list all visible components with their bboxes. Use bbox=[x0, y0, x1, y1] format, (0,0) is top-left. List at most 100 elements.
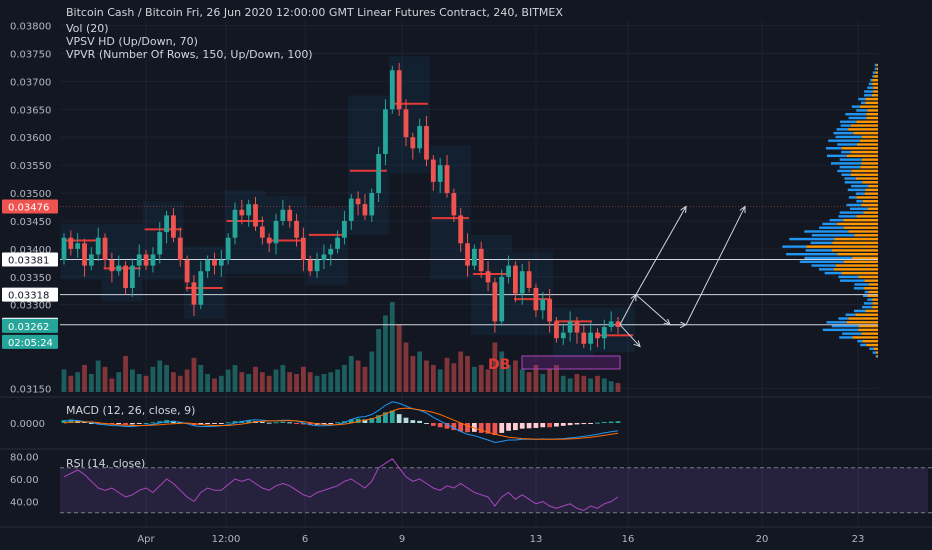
candles[interactable] bbox=[61, 62, 621, 351]
indicator-vpsv[interactable]: VPSV HD (Up/Down, 70) bbox=[66, 35, 198, 48]
candle[interactable] bbox=[300, 227, 306, 272]
candle[interactable] bbox=[321, 244, 327, 269]
candle[interactable] bbox=[253, 196, 258, 232]
candle[interactable] bbox=[328, 244, 334, 266]
macd-histogram-bar bbox=[328, 423, 334, 424]
price-axis[interactable]: 0.03800 0.03750 0.03700 0.03650 0.03600 0.035… bbox=[10, 22, 51, 396]
candle[interactable] bbox=[574, 316, 580, 344]
candle[interactable] bbox=[68, 230, 74, 256]
indicator-volume[interactable]: Vol (20) bbox=[66, 22, 109, 35]
candle[interactable] bbox=[355, 191, 361, 216]
candle[interactable] bbox=[601, 319, 607, 350]
candle[interactable] bbox=[88, 247, 94, 271]
candle[interactable] bbox=[444, 155, 450, 198]
time-axis[interactable]: Apr 12:00 6 9 13 16 20 23 bbox=[137, 534, 864, 545]
candle[interactable] bbox=[430, 155, 436, 191]
candle[interactable] bbox=[403, 99, 409, 147]
candle[interactable] bbox=[465, 233, 470, 277]
candle[interactable] bbox=[369, 188, 375, 223]
vp-bar-up bbox=[799, 260, 844, 263]
candle[interactable] bbox=[396, 62, 402, 117]
candle[interactable] bbox=[588, 322, 594, 351]
candle[interactable] bbox=[232, 202, 238, 245]
candle[interactable] bbox=[184, 255, 190, 292]
candle[interactable] bbox=[259, 216, 265, 245]
candle[interactable] bbox=[547, 289, 552, 333]
vp-bar-down bbox=[866, 343, 878, 347]
candle[interactable] bbox=[177, 227, 183, 267]
candle[interactable] bbox=[554, 316, 559, 343]
candle[interactable] bbox=[75, 233, 81, 258]
candle[interactable] bbox=[225, 233, 231, 265]
candle[interactable] bbox=[198, 261, 204, 310]
candle[interactable] bbox=[246, 199, 252, 227]
candle[interactable] bbox=[567, 311, 573, 342]
volume-bar bbox=[164, 365, 169, 392]
candle[interactable] bbox=[519, 263, 525, 305]
candle[interactable] bbox=[102, 233, 108, 269]
countdown-bg bbox=[2, 334, 58, 349]
candle[interactable] bbox=[164, 210, 169, 244]
candle[interactable] bbox=[205, 255, 211, 278]
candle[interactable] bbox=[492, 277, 498, 333]
candle[interactable] bbox=[136, 244, 142, 277]
candle[interactable] bbox=[273, 213, 279, 255]
indicator-vpvr[interactable]: VPVR (Number Of Rows, 150, Up/Down, 100) bbox=[66, 48, 313, 61]
candle[interactable] bbox=[335, 230, 340, 254]
candle[interactable] bbox=[424, 116, 429, 167]
candle[interactable] bbox=[451, 188, 457, 223]
macd-legend[interactable]: MACD (12, 26, close, 9) bbox=[66, 404, 195, 417]
candle[interactable] bbox=[417, 118, 423, 153]
candle[interactable] bbox=[143, 249, 149, 271]
candle[interactable] bbox=[212, 252, 217, 275]
candle[interactable] bbox=[287, 205, 293, 228]
candle[interactable] bbox=[485, 261, 491, 292]
candle[interactable] bbox=[314, 252, 320, 278]
candle[interactable] bbox=[239, 199, 245, 225]
candle[interactable] bbox=[581, 325, 587, 349]
candle[interactable] bbox=[191, 275, 197, 316]
candle[interactable] bbox=[383, 99, 388, 166]
candle[interactable] bbox=[362, 194, 368, 220]
volume-bar bbox=[615, 383, 621, 392]
candle[interactable] bbox=[266, 233, 272, 253]
candle[interactable] bbox=[376, 146, 382, 202]
candle[interactable] bbox=[294, 213, 299, 247]
vp-bar-down bbox=[851, 169, 878, 173]
candle[interactable] bbox=[307, 255, 313, 276]
candle[interactable] bbox=[560, 325, 566, 345]
candle[interactable] bbox=[82, 238, 87, 277]
candle[interactable] bbox=[61, 233, 67, 265]
candle[interactable] bbox=[171, 208, 176, 243]
candle[interactable] bbox=[499, 269, 505, 326]
candle[interactable] bbox=[95, 227, 101, 262]
candle[interactable] bbox=[342, 210, 347, 245]
candle[interactable] bbox=[389, 65, 395, 114]
candle[interactable] bbox=[150, 247, 156, 273]
candle[interactable] bbox=[471, 244, 477, 271]
candle[interactable] bbox=[116, 255, 122, 276]
candle[interactable] bbox=[478, 241, 484, 278]
vp-bar-up bbox=[864, 90, 874, 93]
candle[interactable] bbox=[458, 208, 464, 253]
candle[interactable] bbox=[533, 283, 539, 317]
candle[interactable] bbox=[608, 311, 614, 332]
candle[interactable] bbox=[437, 157, 443, 194]
candle[interactable] bbox=[130, 258, 135, 297]
candle[interactable] bbox=[218, 249, 224, 277]
candle[interactable] bbox=[157, 222, 163, 264]
candle[interactable] bbox=[526, 261, 532, 293]
candle[interactable] bbox=[506, 255, 511, 284]
candle[interactable] bbox=[595, 328, 600, 348]
candle[interactable] bbox=[513, 261, 518, 303]
candle[interactable] bbox=[348, 194, 354, 230]
candle[interactable] bbox=[109, 252, 115, 283]
candle[interactable] bbox=[540, 291, 546, 320]
vp-bar-down bbox=[843, 226, 878, 229]
candle[interactable] bbox=[123, 261, 128, 295]
candle[interactable] bbox=[615, 316, 621, 334]
candle[interactable] bbox=[280, 199, 286, 226]
rsi-legend[interactable]: RSI (14, close) bbox=[66, 457, 145, 470]
candle[interactable] bbox=[410, 132, 416, 160]
